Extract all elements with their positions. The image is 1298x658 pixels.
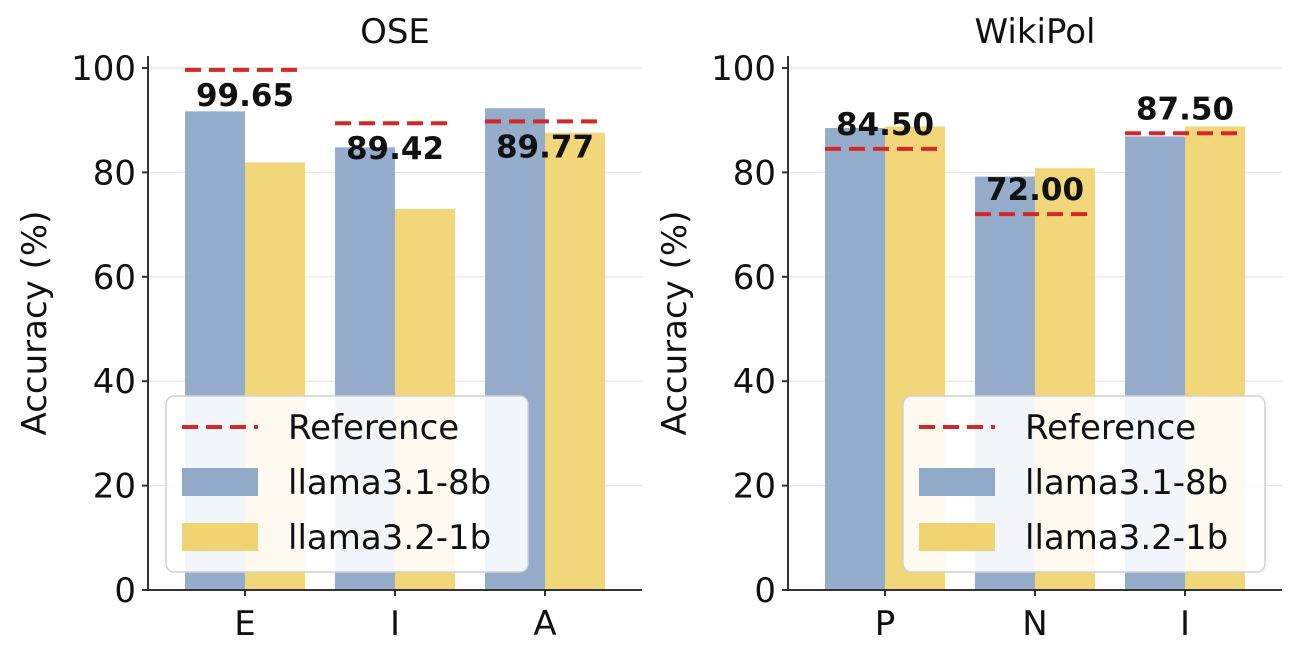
- legend: Reference llama3.1-8b llama3.2-1b: [902, 395, 1266, 573]
- y-tick-label: 80: [733, 153, 776, 193]
- legend-label: llama3.1-8b: [1025, 463, 1228, 503]
- y-tick-label: 60: [93, 258, 136, 298]
- legend-label: llama3.2-1b: [1025, 518, 1228, 558]
- y-axis-label: Accuracy (%): [15, 211, 55, 436]
- x-tick-label: N: [1022, 604, 1047, 644]
- x-tick-label: A: [533, 604, 556, 644]
- legend-swatch-llama3.1-8b: [182, 468, 258, 496]
- bar-llama3.1-8b-P: [825, 128, 885, 590]
- x-tick-label: E: [234, 604, 255, 644]
- chart-title: OSE: [360, 12, 430, 52]
- legend-label: llama3.2-1b: [288, 518, 491, 558]
- y-axis-label: Accuracy (%): [655, 211, 695, 436]
- y-tick-label: 100: [711, 49, 776, 89]
- reference-value-label: 89.42: [346, 131, 444, 167]
- y-tick-label: 60: [733, 258, 776, 298]
- legend-swatch-llama3.1-8b: [919, 468, 995, 496]
- reference-value-label: 89.77: [496, 129, 594, 165]
- y-tick-label: 20: [93, 467, 136, 507]
- chart-panel-ose: 99.65 E 89.42 I 89.77 A 0 20 40 60 80 100 Accuracy (…: [15, 12, 642, 644]
- y-tick-label: 20: [733, 467, 776, 507]
- y-tick-label: 0: [114, 571, 136, 611]
- reference-value-label: 84.50: [836, 107, 934, 143]
- chart-title: WikiPol: [975, 12, 1096, 52]
- y-tick-label: 40: [733, 362, 776, 402]
- x-tick-label: I: [1180, 604, 1190, 644]
- reference-value-label: 72.00: [986, 172, 1084, 208]
- reference-value-label: 87.50: [1136, 91, 1234, 127]
- legend-swatch-llama3.2-1b: [182, 523, 258, 551]
- y-tick-label: 80: [93, 153, 136, 193]
- y-tick-label: 0: [754, 571, 776, 611]
- legend-label: Reference: [288, 408, 459, 448]
- legend: Reference llama3.1-8b llama3.2-1b: [165, 395, 529, 573]
- legend-label: llama3.1-8b: [288, 463, 491, 503]
- y-tick-label: 100: [71, 49, 136, 89]
- y-tick-label: 40: [93, 362, 136, 402]
- x-tick-label: P: [875, 604, 896, 644]
- chart-panel-wikipol: 84.50 P 72.00 N 87.50 I 0 20 40 60 80 100 Accuracy (…: [655, 12, 1282, 644]
- reference-value-label: 99.65: [196, 78, 294, 114]
- x-tick-label: I: [390, 604, 400, 644]
- legend-label: Reference: [1025, 408, 1196, 448]
- legend-swatch-llama3.2-1b: [919, 523, 995, 551]
- bar-llama3.2-1b-A: [545, 132, 605, 590]
